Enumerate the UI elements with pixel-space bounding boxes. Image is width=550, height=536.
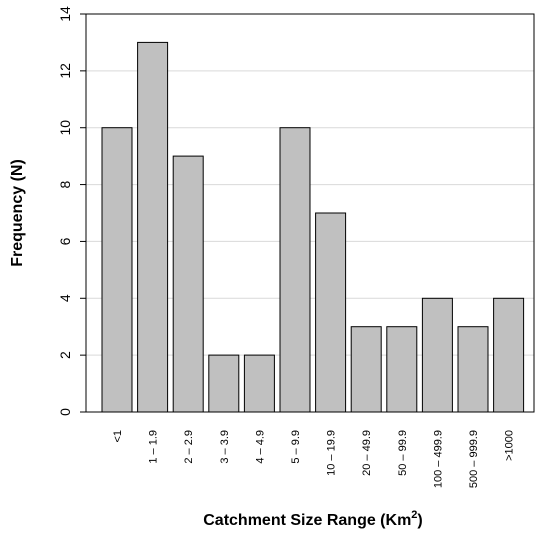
x-category-label: 3 – 3.9 [219,430,231,464]
bar [315,212,347,413]
bar [350,326,382,413]
x-category-label: >1000 [504,430,516,461]
y-axis-title: Frequency (N) [9,159,26,267]
bar [208,354,240,413]
bar [243,354,275,413]
y-tick-label: 12 [57,63,73,79]
axes [85,13,535,413]
x-axis-title-superscript: 2 [411,509,417,521]
y-tick-label: 0 [57,408,73,416]
x-category-label: 100 – 499.9 [432,430,444,488]
x-category-label: 1 – 1.9 [148,430,160,464]
y-axis-ticks: 0 2 4 6 8 10 12 14 [57,6,86,416]
bar [457,326,489,413]
bar [279,127,311,413]
bar [493,297,525,413]
x-category-label: 50 – 99.9 [397,430,409,476]
x-category-label: 5 – 9.9 [290,430,302,464]
x-category-label: 10 – 19.9 [326,430,338,476]
x-category-label: 2 – 2.9 [183,430,195,464]
y-tick-label: 10 [57,120,73,136]
x-category-label: 20 – 49.9 [361,430,373,476]
plot-frame [85,13,535,413]
bar [172,155,204,413]
x-axis-title-close: ) [417,512,422,529]
x-category-label: 500 – 999.9 [468,430,480,488]
x-axis-title: Catchment Size Range (Km2) [203,509,423,529]
y-tick-label: 14 [57,6,73,22]
bar [137,41,169,413]
bar [101,127,133,413]
y-tick-label: 2 [57,351,73,359]
x-category-label: 4 – 4.9 [254,430,266,464]
bar [421,297,453,413]
bar [386,326,418,413]
y-tick-label: 8 [57,180,73,188]
y-tick-label: 4 [57,294,73,302]
x-category-label: <1 [112,430,124,443]
x-axis-labels: <1 1 – 1.9 2 – 2.9 3 – 3.9 4 – 4.9 5 – 9.9 10 … [112,430,516,488]
bars [101,41,525,413]
y-tick-label: 6 [57,237,73,245]
